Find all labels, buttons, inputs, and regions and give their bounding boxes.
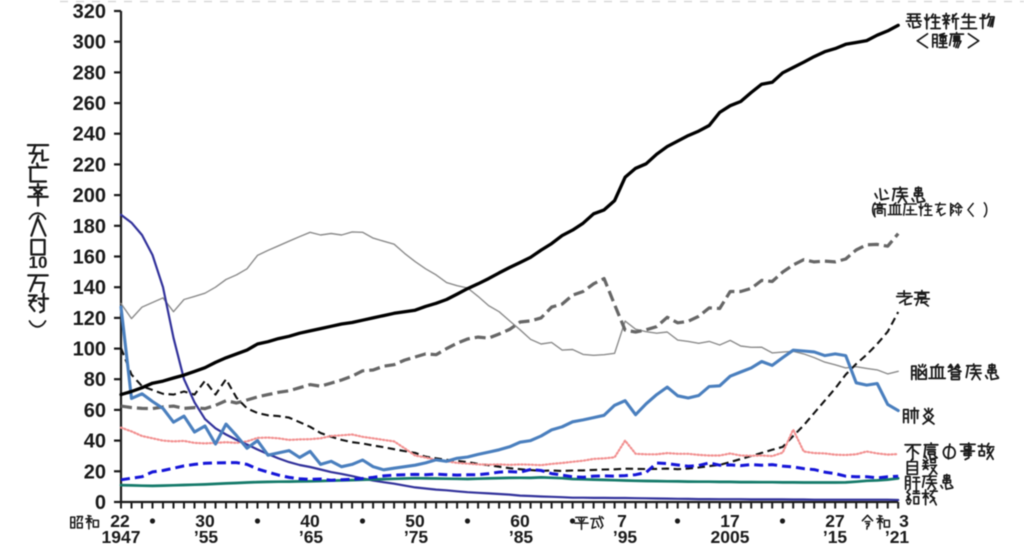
svg-text:180: 180 [73,216,106,238]
svg-text:10: 10 [29,253,48,272]
svg-text:’75: ’75 [404,527,429,547]
svg-text:100: 100 [73,339,106,361]
svg-text:220: 220 [73,154,106,176]
svg-text:140: 140 [73,277,106,299]
svg-text:60: 60 [84,400,106,422]
svg-text:320: 320 [73,1,106,23]
svg-text:’65: ’65 [299,527,324,547]
svg-text:200: 200 [73,185,106,207]
svg-text:7: 7 [617,511,627,531]
svg-text:27: 27 [825,511,844,531]
svg-text:280: 280 [73,62,106,84]
svg-text:40: 40 [300,511,320,531]
svg-text:120: 120 [73,308,106,330]
svg-text:’95: ’95 [613,527,638,547]
svg-text:2005: 2005 [711,527,750,547]
svg-text:160: 160 [73,247,106,269]
svg-text:’21: ’21 [885,527,910,547]
svg-text:80: 80 [84,369,106,391]
svg-text:50: 50 [405,511,425,531]
svg-text:300: 300 [73,32,106,54]
svg-text:260: 260 [73,93,106,115]
svg-text:17: 17 [720,511,739,531]
svg-text:’55: ’55 [194,527,219,547]
svg-text:60: 60 [510,511,530,531]
svg-text:20: 20 [84,461,106,483]
svg-text:’85: ’85 [509,527,534,547]
svg-text:3: 3 [899,511,909,531]
svg-text:’15: ’15 [823,527,848,547]
svg-text:30: 30 [195,511,215,531]
svg-text:0: 0 [95,492,106,514]
svg-text:22: 22 [110,511,130,531]
svg-text:1947: 1947 [102,527,141,547]
svg-text:40: 40 [84,431,106,453]
svg-text:240: 240 [73,124,106,146]
